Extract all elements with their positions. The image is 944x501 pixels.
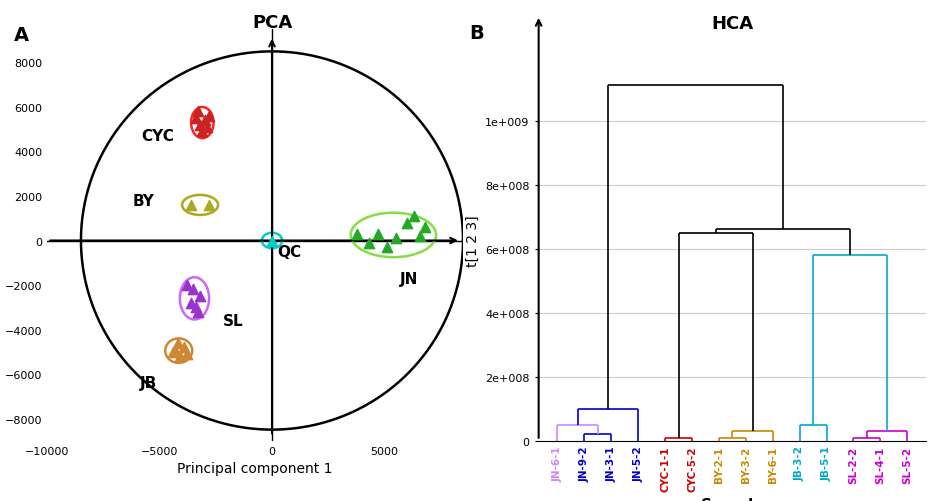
Point <box>406 212 421 220</box>
Point <box>201 201 216 209</box>
Text: JN: JN <box>399 271 418 286</box>
Point <box>172 353 187 361</box>
Text: QC: QC <box>278 244 301 260</box>
Text: CYC: CYC <box>142 129 175 144</box>
Point <box>201 113 216 121</box>
Point <box>183 201 198 209</box>
Point <box>361 239 376 247</box>
Point <box>177 344 192 352</box>
Point <box>417 223 432 231</box>
Point <box>168 346 183 354</box>
Point <box>186 286 201 294</box>
Text: PCA: PCA <box>252 15 292 32</box>
Text: BY: BY <box>132 193 155 208</box>
Point <box>193 122 208 130</box>
Point <box>388 235 403 243</box>
Text: A: A <box>14 26 29 45</box>
Point <box>190 308 205 316</box>
Point <box>178 350 194 358</box>
Point <box>190 108 205 116</box>
Title: HCA: HCA <box>711 15 752 33</box>
Text: JB: JB <box>140 376 157 391</box>
X-axis label: Principal component 1: Principal component 1 <box>177 461 332 475</box>
Point <box>399 219 414 227</box>
Point <box>170 339 185 347</box>
Point <box>194 128 210 136</box>
Point <box>183 299 198 307</box>
Point <box>188 304 203 312</box>
Point <box>199 124 214 132</box>
X-axis label: Sample: Sample <box>700 496 764 501</box>
Text: SL: SL <box>223 314 243 328</box>
Point <box>193 293 208 301</box>
Point <box>379 243 394 252</box>
Point <box>413 232 428 240</box>
Point <box>349 230 364 238</box>
Point <box>370 230 385 238</box>
Y-axis label: t[1 2 3]: t[1 2 3] <box>465 215 479 266</box>
Point <box>188 115 203 123</box>
Text: B: B <box>468 24 483 43</box>
Point <box>178 282 194 290</box>
Point <box>264 237 279 245</box>
Point <box>165 348 180 356</box>
Point <box>196 117 211 125</box>
